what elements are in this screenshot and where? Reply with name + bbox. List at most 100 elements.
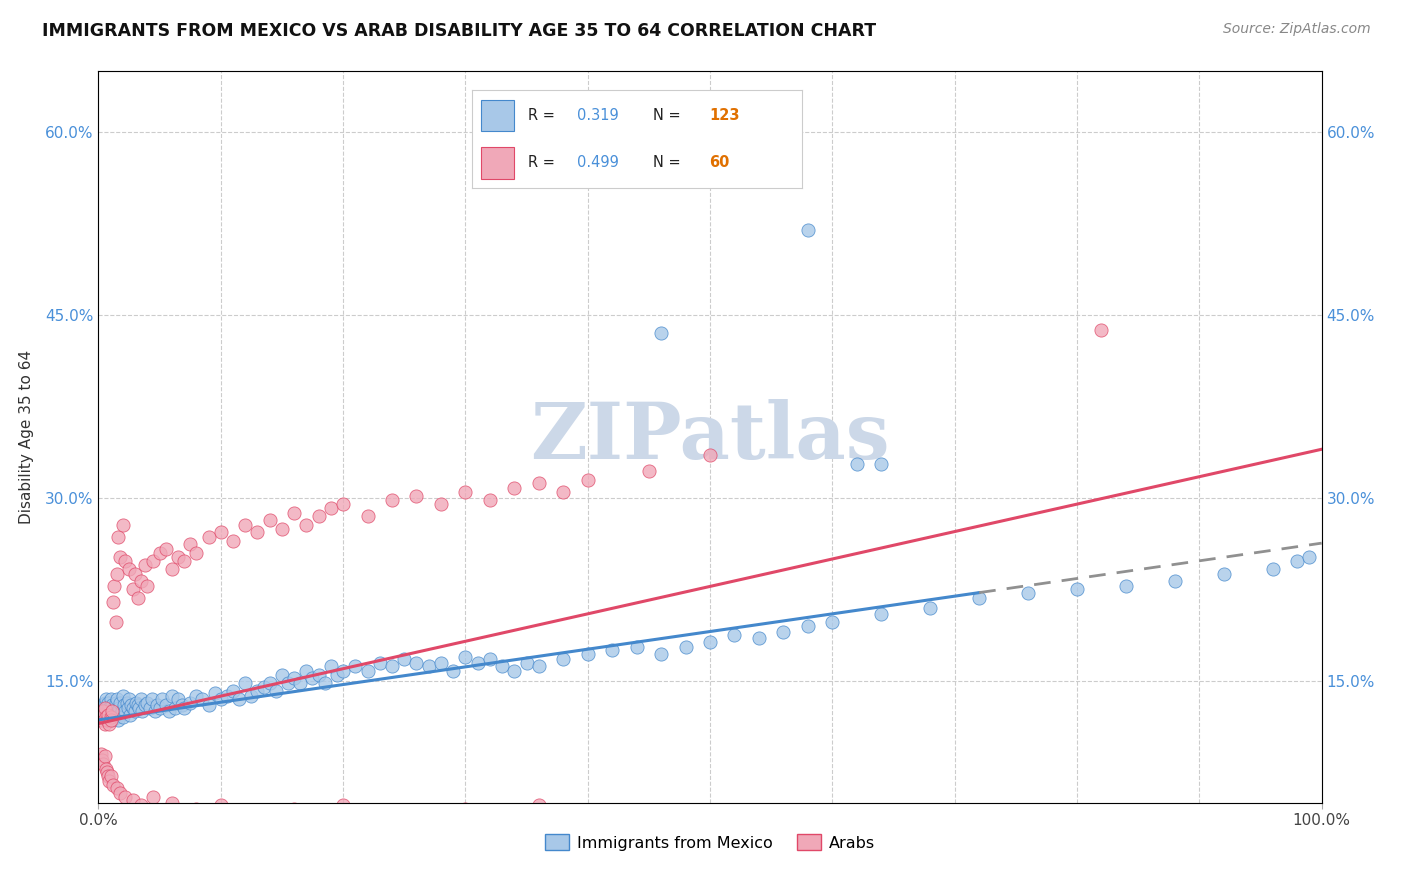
Point [699,448,721,462]
Point [149,546,172,560]
Point [332,664,354,678]
Point [270,667,294,681]
Point [332,497,354,511]
Point [259,676,281,690]
Point [110,786,132,800]
Point [121,793,143,807]
Point [478,493,501,508]
Point [105,781,128,796]
Point [97,696,120,710]
Text: ZIPatlas: ZIPatlas [530,399,890,475]
Point [637,464,661,478]
Point [553,652,575,666]
Point [141,692,163,706]
Point [101,713,124,727]
Point [283,506,305,520]
Point [124,566,146,581]
Point [1212,566,1234,581]
Point [91,753,114,767]
Point [121,700,143,714]
Point [91,708,114,723]
Point [191,692,214,706]
Point [105,710,128,724]
Point [626,640,648,654]
Point [1164,574,1187,588]
Point [503,481,526,495]
Point [675,640,697,654]
Point [112,698,135,713]
Point [308,509,330,524]
Point [173,700,195,714]
Point [186,802,208,816]
Point [94,708,117,723]
Point [405,489,427,503]
Point [246,525,269,540]
Point [797,223,820,237]
Point [381,659,404,673]
Point [233,676,256,690]
Point [91,705,114,719]
Point [454,485,477,500]
Point [478,652,501,666]
Point [134,558,156,573]
Point [308,667,330,681]
Point [1017,586,1039,600]
Point [150,692,173,706]
Point [134,698,156,713]
Point [283,672,305,686]
Point [344,659,367,673]
Point [129,574,152,588]
Point [467,656,489,670]
Point [96,700,118,714]
Point [107,530,129,544]
Point [228,692,250,706]
Point [326,667,349,681]
Point [197,530,219,544]
Point [356,664,378,678]
Point [392,805,416,820]
Point [111,710,134,724]
Point [252,680,274,694]
Point [143,705,166,719]
Point [124,705,146,719]
Point [821,615,844,630]
Point [96,765,118,780]
Point [233,517,256,532]
Point [90,747,112,761]
Point [179,696,201,710]
Point [160,796,183,810]
Point [160,562,183,576]
Point [204,686,226,700]
Point [699,635,721,649]
Point [97,769,120,783]
Point [111,689,134,703]
Point [104,615,127,630]
Point [186,546,208,560]
Point [146,698,169,713]
Point [527,659,550,673]
Point [101,594,124,608]
Point [314,676,336,690]
Point [136,696,159,710]
Point [100,710,122,724]
Point [107,713,129,727]
Point [209,692,232,706]
Point [117,700,139,714]
Point [101,698,124,713]
Point [100,708,122,723]
Point [131,705,153,719]
Point [103,579,125,593]
Point [120,698,142,713]
Text: IMMIGRANTS FROM MEXICO VS ARAB DISABILITY AGE 35 TO 64 CORRELATION CHART: IMMIGRANTS FROM MEXICO VS ARAB DISABILIT… [42,22,876,40]
Point [170,698,193,713]
Point [125,696,148,710]
Point [142,789,165,804]
Point [430,656,453,670]
Point [121,582,143,597]
Point [1066,582,1088,597]
Point [157,705,180,719]
Point [129,798,152,813]
Point [1090,323,1112,337]
Point [136,579,159,593]
Point [111,517,134,532]
